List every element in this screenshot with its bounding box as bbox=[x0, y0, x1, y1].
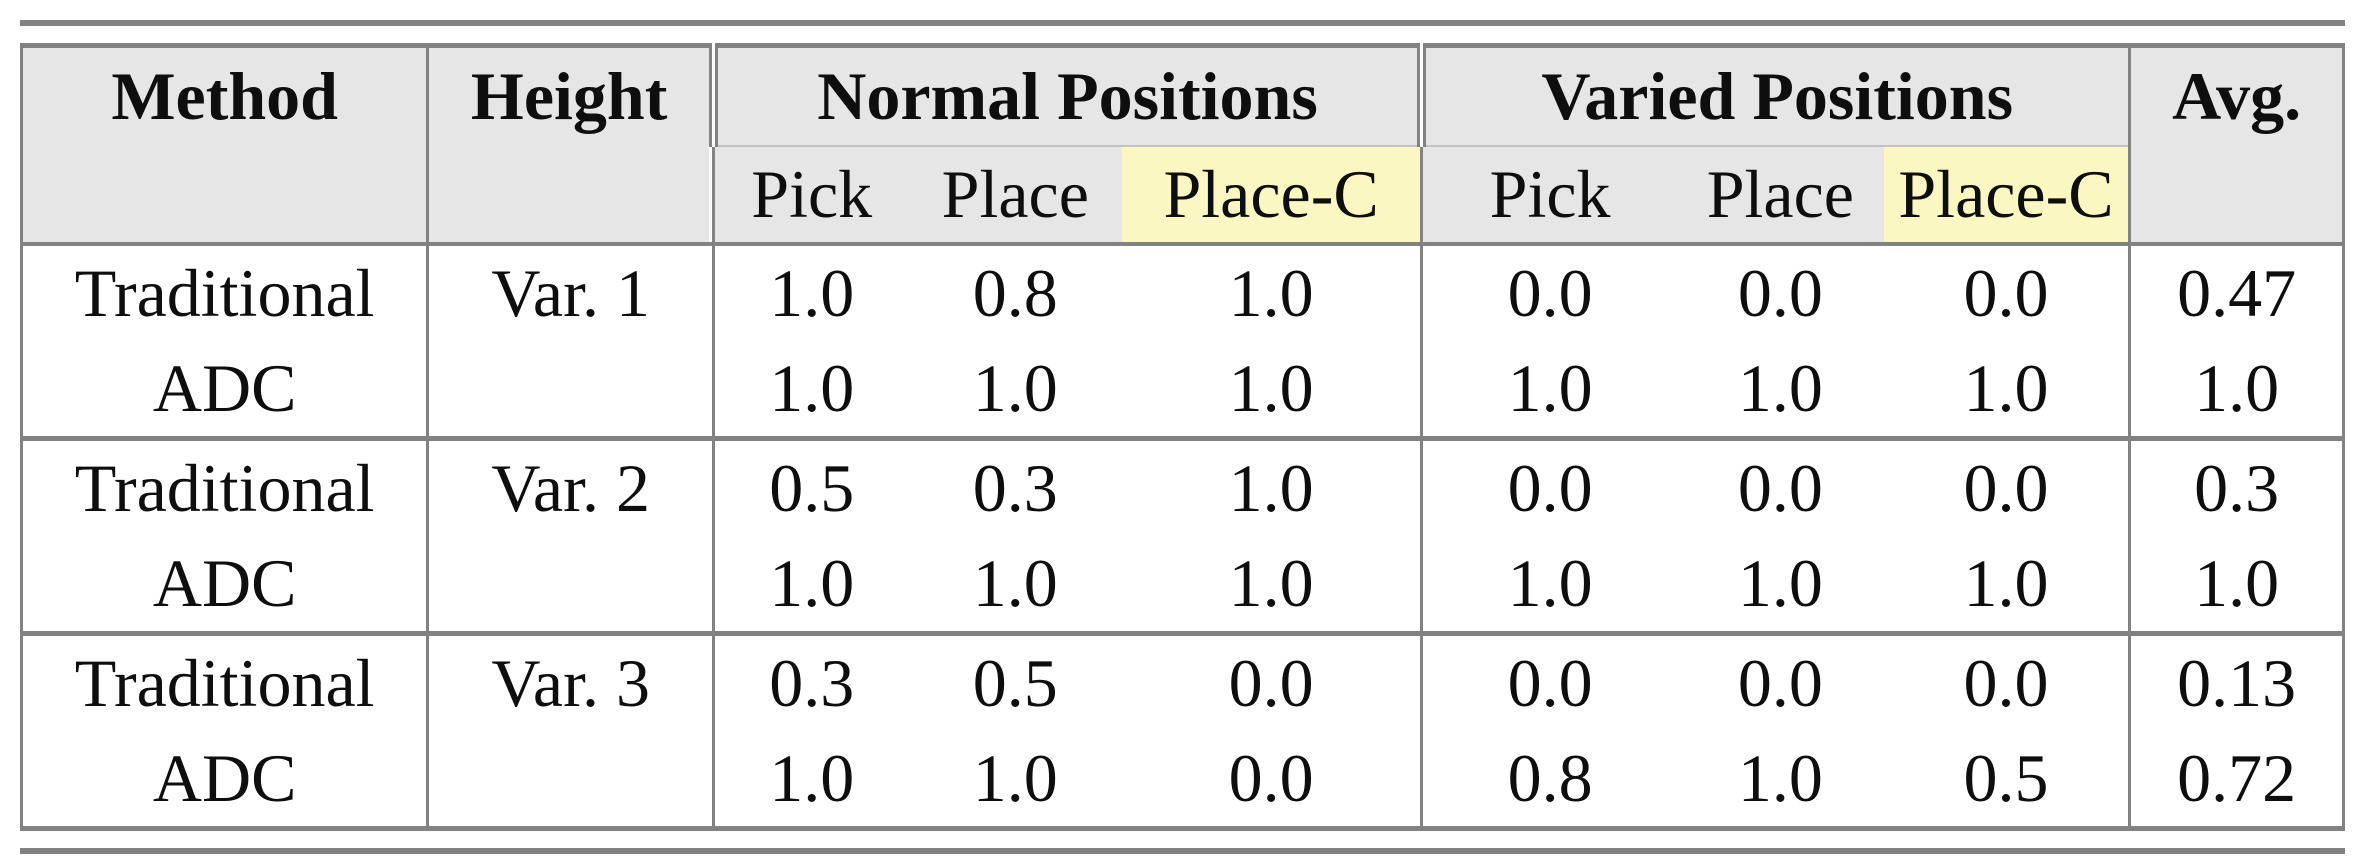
cell-height: Var. 3 bbox=[426, 633, 714, 829]
cell-method: Traditional bbox=[74, 255, 375, 331]
cell-avg: 0.72 bbox=[2128, 731, 2344, 829]
cell-normal-pick: 0.5 bbox=[711, 438, 909, 536]
header-row-groups: Method Height Normal Positions Varied Po… bbox=[21, 45, 2344, 244]
top-rule bbox=[20, 20, 2345, 26]
cell-method: ADC bbox=[152, 350, 297, 426]
cell-normal-pick: 1.0 bbox=[711, 536, 909, 634]
cell-varied-place-c: 0.0 bbox=[1963, 450, 2049, 526]
header-row-subcolumns: Pick Place Place-C Pick Place Place-C bbox=[22, 146, 2344, 244]
cell-varied-pick: 0.0 bbox=[1420, 244, 1678, 341]
table-header: Method Height Normal Positions Varied Po… bbox=[21, 45, 2344, 244]
table-row: Traditional Var. 2 0.5 0.3 1.0 0.0 0.0 0… bbox=[22, 438, 2344, 634]
cell-avg: 0.13 bbox=[2128, 633, 2344, 731]
cell-varied-pick: 1.0 bbox=[1420, 341, 1678, 439]
cell-normal-place: 1.0 bbox=[972, 350, 1058, 426]
cell-avg: 0.3 bbox=[2128, 438, 2344, 536]
group-var-3: Traditional Var. 3 0.3 0.5 0.0 0.0 0.0 0… bbox=[22, 633, 2344, 829]
cell-avg: 1.0 bbox=[2128, 341, 2344, 439]
cell-normal-place: 0.5 bbox=[972, 645, 1058, 721]
cell-varied-place-c: 0.5 bbox=[1963, 740, 2049, 816]
cell-method: ADC bbox=[152, 545, 297, 621]
column-header-varied-pick: Pick bbox=[1420, 146, 1678, 244]
cell-normal-place-c: 1.0 bbox=[1228, 545, 1314, 621]
cell-varied-place: 1.0 bbox=[1737, 740, 1823, 816]
results-table: Method Height Normal Positions Varied Po… bbox=[20, 43, 2345, 831]
cell-normal-place-c: 1.0 bbox=[1228, 255, 1314, 331]
cell-varied-place-c: 1.0 bbox=[1963, 545, 2049, 621]
cell-varied-place: 1.0 bbox=[1737, 545, 1823, 621]
cell-varied-pick: 1.0 bbox=[1420, 536, 1678, 634]
cell-normal-pick: 0.3 bbox=[711, 633, 909, 731]
cell-normal-place: 1.0 bbox=[972, 545, 1058, 621]
cell-height: Var. 1 bbox=[426, 244, 714, 439]
cell-varied-pick: 0.0 bbox=[1420, 633, 1678, 731]
group-var-2: Traditional Var. 2 0.5 0.3 1.0 0.0 0.0 0… bbox=[21, 438, 2344, 634]
column-header-normal-place-c: Place-C bbox=[1122, 146, 1422, 244]
cell-normal-place: 1.0 bbox=[972, 740, 1058, 816]
column-header-avg: Avg. bbox=[2128, 45, 2344, 244]
table-row: Traditional Var. 1 1.0 0.8 1.0 0.0 0.0 0… bbox=[22, 244, 2344, 439]
cell-height: Var. 2 bbox=[426, 438, 714, 634]
cell-normal-place-c: 1.0 bbox=[1228, 350, 1314, 426]
table-row: ADC 1.0 1.0 0.0 0.8 1.0 0.5 0.72 bbox=[22, 731, 2344, 829]
column-header-height: Height bbox=[426, 45, 714, 244]
table-row: ADC 1.0 1.0 1.0 1.0 1.0 1.0 1.0 bbox=[22, 536, 2344, 634]
cell-normal-pick: 1.0 bbox=[711, 731, 909, 829]
column-group-normal-positions: Normal Positions bbox=[708, 45, 1422, 147]
cell-normal-place: 0.8 bbox=[972, 255, 1058, 331]
group-var-1: Traditional Var. 1 1.0 0.8 1.0 0.0 0.0 0… bbox=[21, 244, 2344, 439]
cell-varied-place-c: 0.0 bbox=[1963, 255, 2049, 331]
cell-varied-place: 0.0 bbox=[1737, 645, 1823, 721]
cell-normal-place-c: 1.0 bbox=[1228, 450, 1314, 526]
column-header-normal-place: Place bbox=[908, 146, 1123, 244]
column-group-varied-positions: Varied Positions bbox=[1417, 45, 2130, 147]
cell-varied-pick: 0.0 bbox=[1420, 438, 1678, 536]
bottom-rule bbox=[20, 848, 2345, 854]
cell-normal-place-c: 0.0 bbox=[1228, 645, 1314, 721]
column-header-varied-place-c: Place-C bbox=[1883, 146, 2130, 244]
cell-normal-pick: 1.0 bbox=[711, 341, 909, 439]
cell-varied-place: 0.0 bbox=[1737, 450, 1823, 526]
cell-avg: 1.0 bbox=[2128, 536, 2344, 634]
cell-varied-place-c: 0.0 bbox=[1963, 645, 2049, 721]
cell-varied-pick: 0.8 bbox=[1420, 731, 1678, 829]
cell-method: ADC bbox=[152, 740, 297, 816]
cell-varied-place-c: 1.0 bbox=[1963, 350, 2049, 426]
column-header-method: Method bbox=[21, 45, 428, 244]
cell-avg: 0.47 bbox=[2128, 244, 2344, 341]
column-header-varied-place: Place bbox=[1677, 146, 1884, 244]
table-row: Traditional Var. 3 0.3 0.5 0.0 0.0 0.0 0… bbox=[22, 633, 2344, 829]
cell-normal-pick: 1.0 bbox=[711, 244, 909, 341]
table-row: ADC 1.0 1.0 1.0 1.0 1.0 1.0 1.0 bbox=[22, 341, 2344, 439]
cell-normal-place-c: 0.0 bbox=[1228, 740, 1314, 816]
cell-normal-place: 0.3 bbox=[972, 450, 1058, 526]
cell-varied-place: 1.0 bbox=[1737, 350, 1823, 426]
cell-method: Traditional bbox=[74, 450, 375, 526]
cell-method: Traditional bbox=[74, 645, 375, 721]
cell-varied-place: 0.0 bbox=[1737, 255, 1823, 331]
column-header-normal-pick: Pick bbox=[711, 146, 909, 244]
